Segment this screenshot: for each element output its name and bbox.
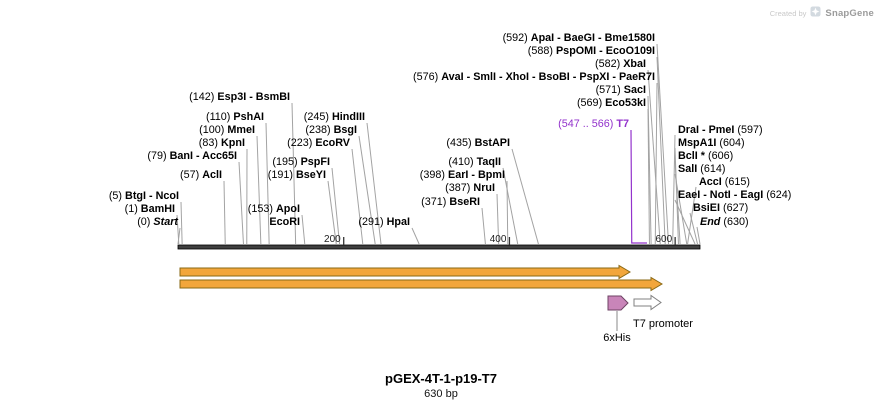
callout-line [496,193,500,245]
t7-promoter-label[interactable]: T7 promoter [633,318,693,330]
enzyme-site-label[interactable]: (238) BsgI [305,124,357,136]
callout-line [256,135,262,245]
enzyme-site-label[interactable]: (83) KpnI [199,137,245,149]
enzyme-site-label[interactable]: End (630) [700,216,749,228]
enzyme-site-label[interactable]: (588) PspOMI - EcoO109I [528,45,655,57]
enzyme-site-label[interactable]: (195) PspFI [272,156,330,168]
enzyme-site-label[interactable]: (291) HpaI [358,216,410,228]
callout-line [656,43,670,245]
enzyme-site-label[interactable]: (569) Eco53kI [577,97,646,109]
callout-line [656,56,666,245]
callout-line [177,227,181,245]
enzyme-site-label[interactable]: (582) XbaI [595,58,646,70]
callout-line [351,148,364,245]
callout-line [331,167,341,245]
tick-label: 400 [490,234,507,245]
callout-line [502,167,519,245]
enzyme-site-label[interactable]: (191) BseYI [268,169,326,181]
enzyme-site-label[interactable]: (547 .. 566) T7 [558,118,629,130]
enzyme-site-label[interactable]: (571) SacI [596,84,646,96]
enzyme-site-label[interactable]: (100) MmeI [199,124,255,136]
callout-line [647,69,661,245]
created-by-text: Created by [769,8,807,18]
callout-line [411,227,420,245]
callout-line [689,212,699,245]
callout-line [223,180,226,245]
callout-line [687,186,697,245]
enzyme-site-label[interactable]: (0) Start [137,216,178,228]
enzyme-site-label[interactable]: (5) BtgI - NcoI [109,190,179,202]
orf-arrow-2[interactable] [179,276,663,292]
enzyme-site-label[interactable]: (398) EarI - BpmI [420,169,505,181]
snapgene-watermark: Created by SnapGene [770,4,874,22]
tick-label: 600 [655,234,672,245]
callout-line [238,161,244,245]
map-title-block: pGEX-4T-1-p19-T7 630 bp [0,371,882,400]
callout-line [265,122,270,245]
enzyme-site-label[interactable]: (371) BseRI [421,196,480,208]
enzyme-site-label[interactable]: (79) BanI - Acc65I [147,150,237,162]
enzyme-site-label[interactable]: (387) NruI [445,182,495,194]
callout-line [366,122,382,245]
enzyme-site-label[interactable]: (435) BstAPI [446,137,510,149]
callout-line [674,199,696,245]
callout-line [301,214,306,245]
enzyme-site-label[interactable]: (245) HindIII [304,111,365,123]
t7-region-bracket [630,129,647,244]
callout-line [696,226,701,245]
callout-line [654,82,658,245]
enzyme-site-label[interactable]: EaeI - NotI - EagI (624) [678,189,791,201]
his6-tag-label[interactable]: 6xHis [603,332,631,344]
callout-line [511,148,539,245]
callout-line [647,108,650,245]
enzyme-site-label[interactable]: DraI - PmeI (597) [678,124,763,136]
callout-line [180,201,183,245]
enzyme-site-label[interactable]: BsiEI (627) [693,202,748,214]
enzyme-site-label[interactable]: (110) PshAI [206,111,264,123]
t7-promoter-feature[interactable] [633,294,662,311]
enzyme-site-label[interactable]: (142) Esp3I - BsmBI [189,91,290,103]
callout-line [291,102,297,245]
snapgene-logo-icon [810,4,821,22]
enzyme-site-label[interactable]: BclI * (606) [678,150,733,162]
tick-label: 200 [324,234,341,245]
enzyme-site-label[interactable]: (57) AclI [180,169,222,181]
callout-line [358,135,376,245]
his6-tag-feature[interactable] [607,295,629,311]
enzyme-site-label[interactable]: SalI (614) [678,163,725,175]
enzyme-site-label[interactable]: EcoRI [269,216,300,228]
enzyme-site-label[interactable]: (223) EcoRV [287,137,351,149]
callout-line [674,173,688,245]
callout-line [672,134,676,245]
construct-name: pGEX-4T-1-p19-T7 [385,371,497,386]
orf-arrow-1[interactable] [179,264,631,280]
enzyme-site-label[interactable]: (410) TaqII [448,156,501,168]
callout-line [481,207,486,245]
snapgene-brand-text: SnapGene [825,7,874,19]
construct-length: 630 bp [424,388,458,400]
enzyme-site-label[interactable]: (153) ApoI [248,203,300,215]
enzyme-site-label[interactable]: AccI (615) [699,176,750,188]
enzyme-site-label[interactable]: (592) ApaI - BaeGI - Bme1580I [503,32,655,44]
callout-line [674,160,681,245]
callout-line [327,180,337,245]
enzyme-site-label[interactable]: MspA1I (604) [678,137,745,149]
enzyme-site-label[interactable]: (1) BamHI [125,203,175,215]
enzyme-site-label[interactable]: (576) AvaI - SmlI - XhoI - BsoBI - PspXI… [413,71,655,83]
sequence-backbone[interactable] [177,244,701,250]
callout-line [506,180,509,245]
